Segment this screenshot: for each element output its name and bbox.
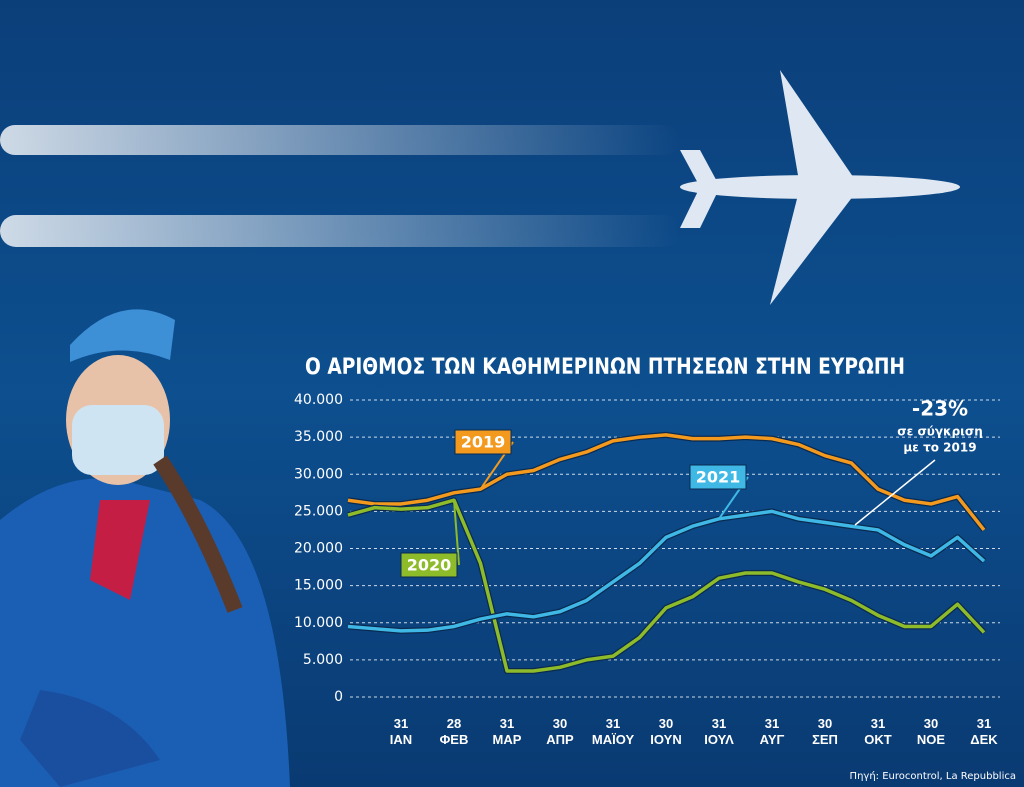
- contrail: [0, 125, 680, 155]
- x-tick-label: 30 ΑΠΡ: [546, 716, 574, 747]
- legend-label: 2019: [461, 433, 506, 452]
- x-tick-label: 31 ΑΥΓ: [759, 716, 785, 747]
- line: [347, 433, 986, 532]
- legend-swatch: [454, 429, 512, 455]
- legend-swatch: [400, 552, 458, 578]
- y-tick-label: 20.000: [294, 541, 343, 557]
- y-tick-label: 25.000: [294, 503, 343, 519]
- x-tick-label: 31 ΔΕΚ: [970, 716, 998, 747]
- y-tick-label: 5.000: [303, 652, 343, 668]
- annotation-text: σε σύγκριση: [897, 425, 983, 439]
- x-tick-label: 31 ΙΟΥΛ: [704, 716, 734, 747]
- annotation-arrow: [854, 459, 936, 526]
- y-tick-label: 35.000: [294, 429, 343, 445]
- chart-title: Ο ΑΡΙΘΜΟΣ ΤΩΝ ΚΑΘΗΜΕΡΙΝΩΝ ΠΤΗΣΕΩΝ ΣΤΗΝ Ε…: [305, 355, 905, 380]
- x-tick-label: 30 ΙΟΥΝ: [650, 716, 682, 747]
- y-tick-label: 15.000: [294, 578, 343, 594]
- attendant-photo: [0, 309, 290, 787]
- annotation-text: με το 2019: [903, 441, 976, 455]
- source: Πηγή: Eurocontrol, La Repubblica: [850, 770, 1016, 782]
- x-tick-label: 31 ΟΚΤ: [864, 716, 892, 747]
- x-tick-label: 30 ΣΕΠ: [812, 716, 838, 747]
- x-tick-label: 31 ΙΑΝ: [389, 716, 413, 747]
- y-tick-label: 10.000: [294, 615, 343, 631]
- legend-leader: [453, 500, 460, 566]
- legend-swatch: [689, 464, 747, 490]
- y-tick-label: 0: [334, 689, 343, 705]
- airplane: [680, 70, 960, 305]
- x-tick-label: 28 ΦΕΒ: [439, 716, 469, 747]
- annotation-headline: -23%: [912, 397, 968, 421]
- line: [347, 509, 986, 633]
- x-tick-label: 30 ΝΟΕ: [916, 716, 946, 747]
- contrail: [0, 215, 680, 247]
- x-tick-label: 31 ΜΑΡ: [492, 716, 522, 747]
- y-tick-label: 40.000: [294, 392, 343, 408]
- legend-label: 2020: [407, 556, 452, 575]
- y-tick-label: 30.000: [294, 466, 343, 482]
- legend-label: 2021: [696, 468, 741, 487]
- x-tick-label: 31 ΜΑΪΟΥ: [591, 716, 635, 747]
